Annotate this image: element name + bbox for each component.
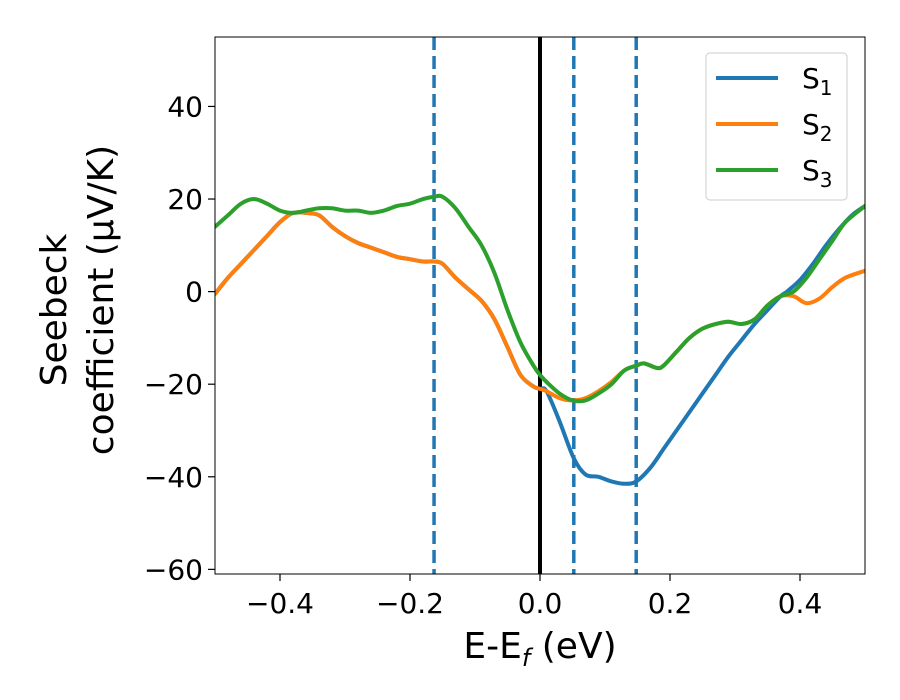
series-lines <box>215 193 865 486</box>
legend-label-s3: S3 <box>802 154 833 192</box>
x-tick-label: 0.0 <box>518 587 563 620</box>
y-tick-label: −20 <box>144 368 203 401</box>
y-axis-label-line1: Seebeck <box>34 233 75 386</box>
legend-box <box>705 52 848 201</box>
legend-label-s1: S1 <box>802 62 833 100</box>
y-tick-label: 20 <box>167 183 203 216</box>
y-tick-label: 0 <box>185 276 203 309</box>
legend-label-s2: S2 <box>802 108 833 146</box>
x-tick-label: 0.2 <box>648 587 693 620</box>
series-line-s3 <box>215 193 865 404</box>
y-tick-label: −40 <box>144 461 203 494</box>
y-tick-label: 40 <box>167 90 203 123</box>
legend: S1 S2 S3 <box>705 52 848 201</box>
x-axis-label: E-Ef (eV) <box>463 626 616 672</box>
y-axis-label-line2: coefficient (μV/K) <box>81 145 122 455</box>
x-tick-label: 0.4 <box>778 587 823 620</box>
reference-lines <box>432 37 638 574</box>
y-axis-ticks: −60 −40 −20 0 20 40 <box>144 90 215 586</box>
x-axis-ticks: −0.4 −0.2 0.0 0.2 0.4 <box>246 574 822 620</box>
y-tick-label: −60 <box>144 553 203 586</box>
x-tick-label: −0.4 <box>246 587 314 620</box>
x-tick-label: −0.2 <box>376 587 444 620</box>
x-axis-label-unit: (eV) <box>530 626 616 667</box>
y-axis-label: Seebeck coefficient (μV/K) <box>34 145 122 455</box>
x-axis-label-main: E-E <box>463 626 521 667</box>
